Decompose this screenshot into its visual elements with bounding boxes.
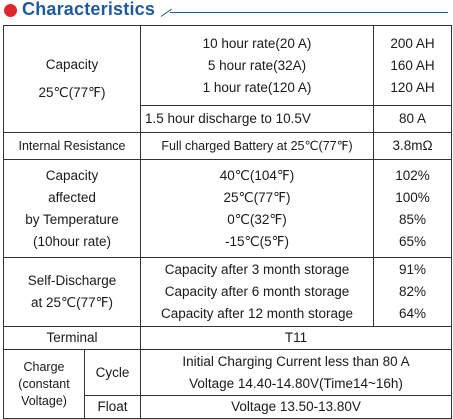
rate-5h: 5 hour rate(32A) <box>207 57 307 73</box>
title-underline <box>170 12 448 13</box>
temperature-values-cell: 102% 100% 85% 65% <box>373 159 453 258</box>
self-discharge-condition: Capacity after 12 month storage <box>160 306 354 321</box>
temperature-label-cell: Capacity affected by Temperature (10hour… <box>2 159 142 258</box>
self-discharge-label-line: Self-Discharge <box>27 273 117 288</box>
self-discharge-label-line: at 25℃(77℉) <box>30 295 114 310</box>
internal-resistance-label: Internal Resistance <box>2 132 142 160</box>
discharge-label: 1.5 hour discharge to 10.5V <box>140 105 375 133</box>
terminal-label: Terminal <box>2 326 142 350</box>
temperature-label-line: (10hour rate) <box>32 233 112 249</box>
self-discharge-value: 64% <box>399 306 427 321</box>
temperature-conditions-cell: 40℃(104℉) 25℃(77℉) 0℃(32℉) -15℃(5℉) <box>140 159 375 258</box>
float-value: Voltage 13.50-13.80V <box>140 395 453 419</box>
discharge-row: 1.5 hour discharge to 10.5V 80 A <box>4 105 453 133</box>
charge-label-line: (constant <box>18 376 70 391</box>
temperature-value: 65% <box>399 233 427 249</box>
cycle-value-line: Voltage 14.40-14.80V(Time14~16h) <box>189 375 403 391</box>
temperature-label-line: Capacity <box>45 167 99 183</box>
charge-label-line: Charge <box>23 359 65 374</box>
temperature-condition: 25℃(77℉) <box>223 189 291 205</box>
terminal-row: Terminal T11 <box>2 326 453 350</box>
cycle-value-cell: Initial Charging Current less than 80 A … <box>140 349 453 396</box>
temperature-label-line: by Temperature <box>25 211 119 227</box>
self-discharge-row: Self-Discharge at 25℃(77℉) Capacity afte… <box>2 257 453 327</box>
capacity-label-cell: Capacity 25℃(77℉) <box>2 25 142 133</box>
self-discharge-label-cell: Self-Discharge at 25℃(77℉) <box>2 257 142 327</box>
self-discharge-value: 82% <box>399 284 427 299</box>
section-title: Characteristics <box>22 0 156 19</box>
internal-resistance-value: 3.8mΩ <box>373 132 453 160</box>
capacity-rates-cell: 10 hour rate(20 A) 5 hour rate(32A) 1 ho… <box>140 25 375 106</box>
rate-10h: 10 hour rate(20 A) <box>202 35 312 51</box>
temperature-value: 85% <box>399 211 427 227</box>
self-discharge-value: 91% <box>399 262 427 277</box>
cycle-value-line: Initial Charging Current less than 80 A <box>182 353 410 369</box>
charge-label-line: Voltage) <box>21 393 67 408</box>
value-10h: 200 AH <box>390 35 435 51</box>
discharge-value: 80 A <box>373 105 453 133</box>
self-discharge-condition: Capacity after 3 month storage <box>164 262 350 277</box>
self-discharge-values-cell: 91% 82% 64% <box>373 257 453 327</box>
capacity-temp: 25℃(77℉) <box>38 85 106 100</box>
temperature-condition: 40℃(104℉) <box>219 167 295 183</box>
temperature-row: Capacity affected by Temperature (10hour… <box>2 159 453 258</box>
self-discharge-conditions-cell: Capacity after 3 month storage Capacity … <box>140 257 375 327</box>
charge-label-cell: Charge (constant Voltage) <box>3 349 85 419</box>
temperature-label-line: affected <box>48 189 96 205</box>
capacity-label: Capacity <box>45 57 99 72</box>
section-header: Characteristics <box>0 0 453 22</box>
float-label: Float <box>83 395 142 419</box>
value-5h: 160 AH <box>390 57 435 73</box>
temperature-value: 100% <box>395 189 430 205</box>
red-bullet-icon <box>4 4 17 17</box>
self-discharge-condition: Capacity after 6 month storage <box>164 284 350 299</box>
charge-cycle-row: Charge (constant Voltage) Cycle Initial … <box>3 349 453 419</box>
terminal-value: T11 <box>140 326 453 350</box>
characteristics-table: Capacity 25℃(77℉) 10 hour rate(20 A) 5 h… <box>2 25 453 419</box>
rate-1h: 1 hour rate(120 A) <box>202 79 312 95</box>
temperature-condition: 0℃(32℉) <box>227 211 287 227</box>
internal-resistance-row: Internal Resistance Full charged Battery… <box>2 132 453 160</box>
capacity-values-cell: 200 AH 160 AH 120 AH <box>373 25 453 106</box>
temperature-value: 102% <box>395 167 430 183</box>
capacity-row: Capacity 25℃(77℉) 10 hour rate(20 A) 5 h… <box>2 25 453 133</box>
temperature-condition: -15℃(5℉) <box>225 233 290 249</box>
cycle-label: Cycle <box>83 349 142 396</box>
value-1h: 120 AH <box>390 79 435 95</box>
internal-resistance-condition: Full charged Battery at 25℃(77℉) <box>140 132 375 160</box>
